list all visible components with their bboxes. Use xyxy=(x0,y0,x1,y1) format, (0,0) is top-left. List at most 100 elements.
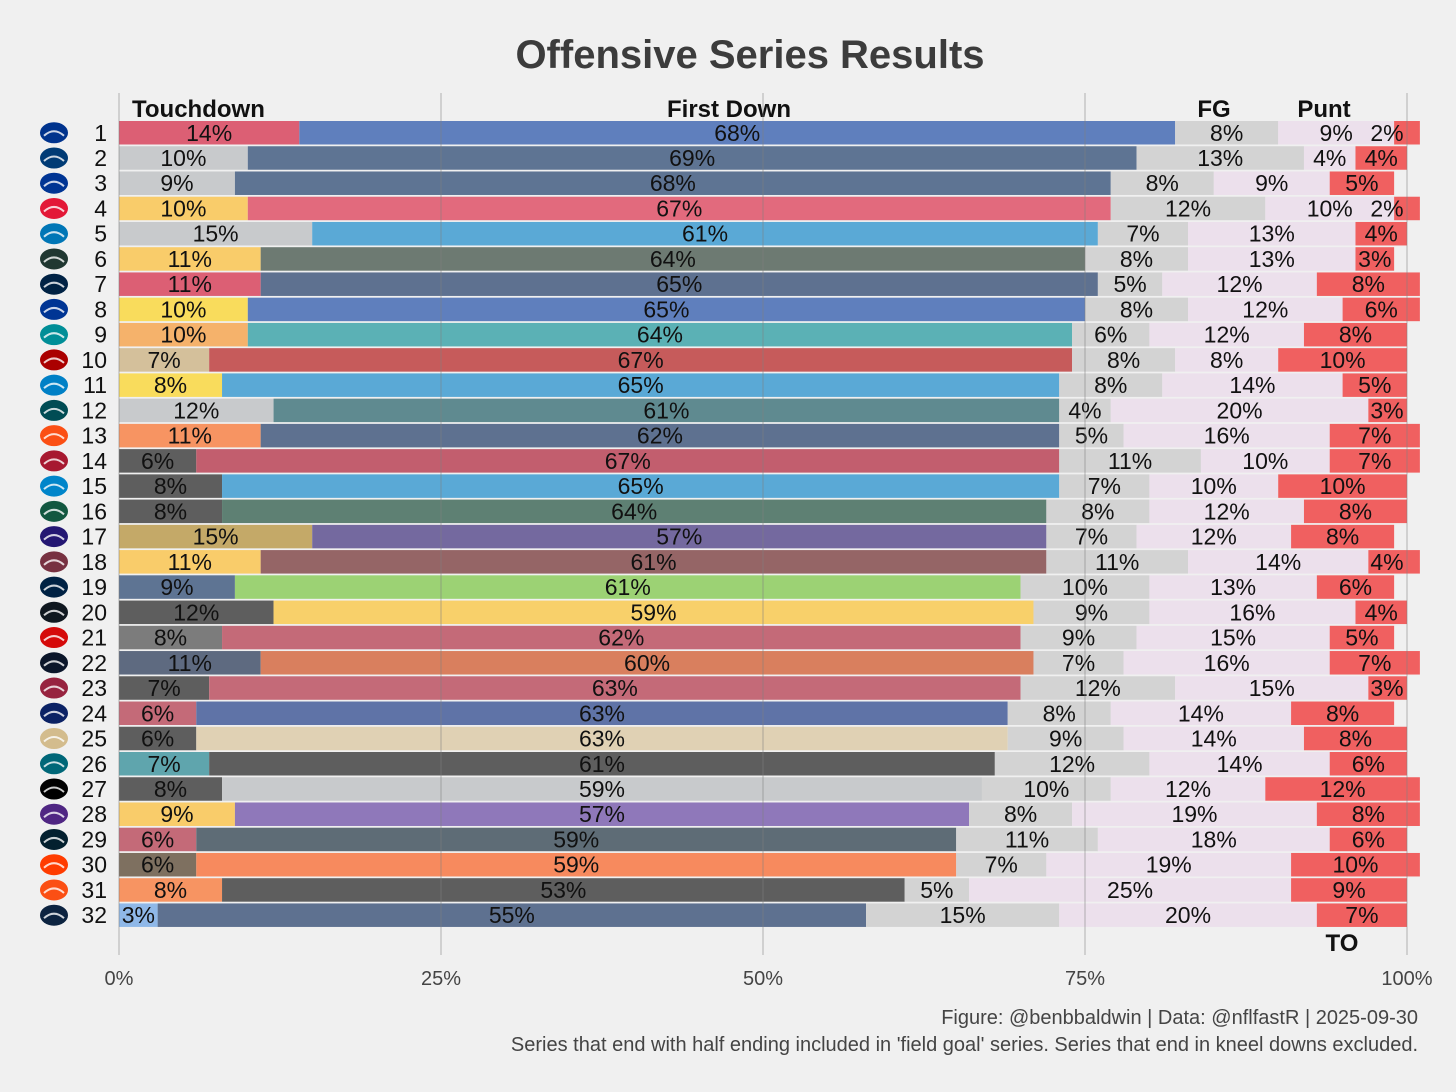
bar-segment-td xyxy=(119,297,248,322)
data-label-fg: 11% xyxy=(1005,826,1049,852)
bar-segment-to xyxy=(1291,701,1395,726)
team-row: 27 8% 59% 10% 12% 12% xyxy=(40,776,1420,802)
bar-segment-td xyxy=(119,348,210,372)
bar-segment-td xyxy=(119,701,197,726)
bar-segment-punt xyxy=(1175,348,1279,372)
bar-segment-fd xyxy=(260,651,1034,675)
data-label-to: 3% xyxy=(1370,397,1403,423)
bar-segment-fg xyxy=(1059,423,1124,448)
team-logo-icon xyxy=(40,904,68,926)
bar-segment-punt xyxy=(1149,322,1304,347)
bar-segment-fg xyxy=(956,827,1098,852)
bar-segment-to xyxy=(1329,423,1420,448)
bar-segment-to xyxy=(1265,777,1420,801)
bar-segment-td xyxy=(119,575,235,599)
data-label-punt: 10% xyxy=(1191,473,1237,499)
bar-segment-fd xyxy=(157,903,867,927)
team-logo-shape xyxy=(40,172,68,194)
team-row: 25 6% 63% 9% 14% 8% xyxy=(40,726,1407,752)
bar-segment-to xyxy=(1278,348,1407,372)
x-tick-label: 0% xyxy=(105,968,134,990)
team-logo-mark xyxy=(43,155,65,162)
team-logo-icon xyxy=(40,526,68,548)
data-label-td: 9% xyxy=(160,170,193,196)
team-logo-mark xyxy=(43,887,65,894)
bar-segment-td xyxy=(119,524,313,549)
team-logo-mark xyxy=(43,736,65,743)
team-logo-mark xyxy=(43,685,65,692)
team-row: 7 11% 65% 5% 12% 8% xyxy=(40,271,1420,297)
team-logo-mark xyxy=(43,862,65,869)
data-label-punt: 8% xyxy=(1210,347,1243,373)
team-row: 2 10% 69% 13% 4% 4% xyxy=(40,145,1407,171)
team-logo-mark xyxy=(43,786,65,793)
team-logo-shape xyxy=(40,551,68,573)
team-rank: 10 xyxy=(81,347,107,373)
data-label-fg: 13% xyxy=(1197,145,1243,171)
team-logo-mark xyxy=(43,660,65,667)
bar-segment-punt xyxy=(1162,272,1317,296)
data-label-td: 10% xyxy=(160,322,206,348)
bar-segment-punt xyxy=(1149,474,1279,498)
team-logo-mark xyxy=(43,584,65,591)
team-rank: 3 xyxy=(94,170,107,196)
data-label-to: 8% xyxy=(1352,801,1385,827)
data-label-td: 7% xyxy=(147,675,180,701)
team-logo-shape xyxy=(40,828,68,850)
x-axis-ticks: 0% 25% 50% 75% 100% xyxy=(105,968,1433,990)
team-logo-icon xyxy=(40,475,68,497)
data-label-punt: 12% xyxy=(1204,498,1250,524)
data-label-td: 11% xyxy=(168,650,212,676)
bar-segment-td xyxy=(119,322,248,347)
x-tick-label: 25% xyxy=(421,968,461,990)
team-logo-icon xyxy=(40,298,68,320)
team-logo-mark xyxy=(43,256,65,263)
bar-segment-fd xyxy=(299,121,1176,145)
bar-segment-fd xyxy=(273,398,1060,423)
bar-segment-to xyxy=(1368,398,1407,423)
bar-segment-fd xyxy=(247,146,1137,170)
team-logo-mark xyxy=(43,205,65,213)
bar-segment-fd xyxy=(273,600,1034,625)
data-label-punt: 14% xyxy=(1191,726,1237,752)
punt-label: Punt xyxy=(1297,96,1350,123)
data-label-fd: 61% xyxy=(605,574,651,600)
bar-segment-fd xyxy=(260,247,1085,271)
team-rank: 2 xyxy=(94,145,107,171)
data-label-to: 8% xyxy=(1339,322,1372,348)
bar-segment-fg xyxy=(994,752,1150,776)
bar-segment-fd xyxy=(222,499,1047,524)
data-label-fd: 65% xyxy=(618,473,664,499)
data-label-fg: 12% xyxy=(1075,675,1121,701)
data-label-fg: 4% xyxy=(1068,397,1101,423)
bar-segment-fd xyxy=(234,575,1021,599)
x-tick-label: 75% xyxy=(1065,968,1105,990)
data-label-fg: 9% xyxy=(1062,625,1095,651)
bar-segment-td xyxy=(119,777,223,801)
bar-segment-fd xyxy=(247,297,1086,322)
team-logo-shape xyxy=(40,500,68,522)
data-label-to: 4% xyxy=(1365,599,1398,625)
team-rank: 24 xyxy=(81,700,107,726)
bar-segment-punt xyxy=(1278,121,1395,145)
data-label-fd: 67% xyxy=(656,195,702,221)
team-row: 18 11% 61% 11% 14% 4% xyxy=(40,549,1420,575)
data-label-fg: 10% xyxy=(1062,574,1108,600)
data-label-punt: 4% xyxy=(1313,145,1346,171)
team-rank: 21 xyxy=(81,625,107,651)
data-label-td: 12% xyxy=(173,397,219,423)
data-label-td: 8% xyxy=(154,372,187,398)
team-rank: 28 xyxy=(81,801,107,827)
data-label-to: 10% xyxy=(1332,852,1378,878)
bar-segment-punt xyxy=(1097,827,1330,852)
team-logo-mark xyxy=(43,761,65,768)
team-rank: 9 xyxy=(94,322,107,348)
team-logo-mark xyxy=(43,710,65,718)
data-label-td: 11% xyxy=(168,271,212,297)
bar-segment-fd xyxy=(196,827,957,852)
team-row: 31 8% 53% 5% 25% 9% xyxy=(40,877,1407,903)
data-label-to: 12% xyxy=(1320,776,1366,802)
bar-segment-fg xyxy=(904,878,970,902)
bar-segment-td xyxy=(119,550,261,574)
team-logo-icon xyxy=(40,324,68,346)
